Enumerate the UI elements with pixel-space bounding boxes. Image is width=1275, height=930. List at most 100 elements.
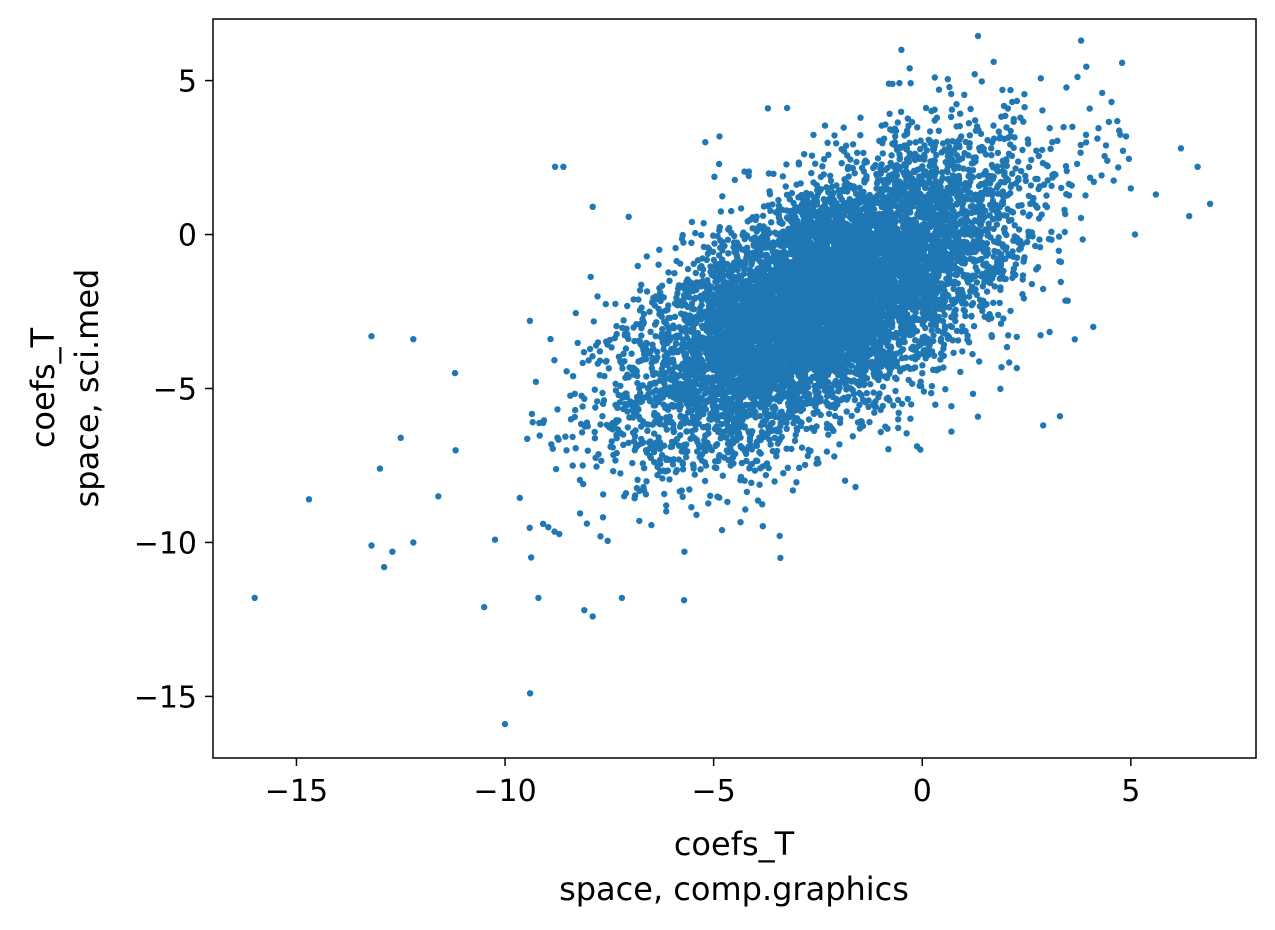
- data-point: [746, 465, 753, 472]
- data-point: [996, 299, 1003, 307]
- data-point: [592, 454, 599, 461]
- data-point: [634, 476, 641, 483]
- data-point: [928, 389, 935, 397]
- data-point: [751, 467, 759, 474]
- data-point: [697, 307, 704, 314]
- data-point: [1007, 86, 1014, 94]
- data-point: [663, 508, 670, 515]
- data-point: [551, 357, 558, 364]
- data-point: [788, 189, 796, 197]
- data-point: [867, 381, 874, 388]
- data-point: [701, 477, 709, 485]
- data-point: [895, 416, 902, 423]
- data-point: [452, 447, 459, 454]
- data-point: [688, 239, 695, 246]
- data-point: [957, 368, 964, 376]
- data-point: [605, 365, 612, 372]
- data-point: [693, 511, 700, 518]
- data-point: [888, 152, 895, 159]
- data-point: [802, 357, 810, 364]
- data-point: [758, 428, 766, 436]
- data-point: [705, 500, 712, 507]
- data-point: [547, 335, 554, 343]
- data-point: [637, 392, 644, 400]
- data-point: [880, 135, 888, 142]
- data-point: [994, 149, 1002, 157]
- data-point: [679, 493, 686, 500]
- data-point: [719, 472, 726, 479]
- data-point: [624, 424, 631, 431]
- data-point: [1098, 172, 1105, 179]
- data-point: [591, 386, 598, 393]
- data-point: [1023, 238, 1031, 246]
- data-point: [631, 433, 639, 440]
- data-point: [805, 416, 813, 423]
- data-point: [599, 514, 607, 521]
- data-point: [643, 478, 650, 485]
- data-point: [516, 494, 523, 502]
- data-point: [1077, 214, 1085, 222]
- data-point: [1033, 147, 1040, 154]
- data-point: [948, 106, 956, 113]
- data-point: [624, 371, 631, 378]
- data-point: [801, 151, 808, 158]
- data-point: [593, 463, 600, 470]
- data-point: [903, 430, 910, 437]
- data-point: [749, 225, 756, 232]
- data-point: [644, 427, 651, 435]
- data-point: [592, 404, 599, 411]
- data-point: [784, 464, 791, 471]
- data-point: [576, 510, 584, 517]
- data-point: [827, 177, 835, 185]
- data-point: [925, 195, 933, 202]
- data-point: [1086, 105, 1093, 112]
- data-point: [1063, 167, 1071, 175]
- data-point: [917, 137, 924, 144]
- data-point: [893, 146, 901, 153]
- data-point: [1048, 182, 1055, 190]
- data-point: [838, 146, 845, 153]
- data-point: [827, 172, 834, 179]
- data-point: [732, 450, 739, 458]
- data-point: [554, 406, 561, 413]
- data-point: [762, 472, 770, 479]
- data-point: [666, 476, 673, 483]
- data-point: [942, 386, 949, 393]
- data-point: [1077, 141, 1085, 149]
- data-point: [617, 470, 624, 477]
- data-point: [983, 288, 991, 295]
- data-point: [978, 255, 985, 263]
- data-point: [704, 297, 711, 304]
- data-point: [536, 432, 543, 439]
- data-point: [969, 390, 977, 397]
- data-point: [528, 410, 536, 418]
- data-point: [665, 302, 672, 309]
- data-point: [769, 419, 776, 427]
- data-point: [854, 406, 861, 414]
- data-point: [528, 554, 535, 561]
- data-point: [978, 78, 985, 85]
- data-point: [707, 492, 714, 499]
- data-point: [941, 303, 949, 311]
- data-point: [643, 253, 650, 260]
- data-point: [843, 408, 850, 415]
- data-point: [973, 279, 981, 286]
- data-point: [579, 359, 586, 367]
- data-point: [862, 399, 869, 406]
- data-point: [848, 412, 855, 420]
- data-point: [633, 484, 641, 492]
- data-point: [717, 208, 725, 215]
- data-point: [657, 289, 664, 296]
- data-point: [995, 210, 1002, 217]
- data-point: [1025, 163, 1033, 171]
- data-point: [661, 490, 668, 498]
- data-point: [808, 169, 815, 177]
- data-point: [631, 495, 638, 502]
- data-point: [887, 126, 894, 133]
- data-point: [765, 170, 773, 177]
- data-point: [1001, 229, 1009, 237]
- data-point: [946, 83, 953, 91]
- data-point: [851, 170, 858, 177]
- data-point: [906, 139, 913, 147]
- data-point: [922, 104, 930, 112]
